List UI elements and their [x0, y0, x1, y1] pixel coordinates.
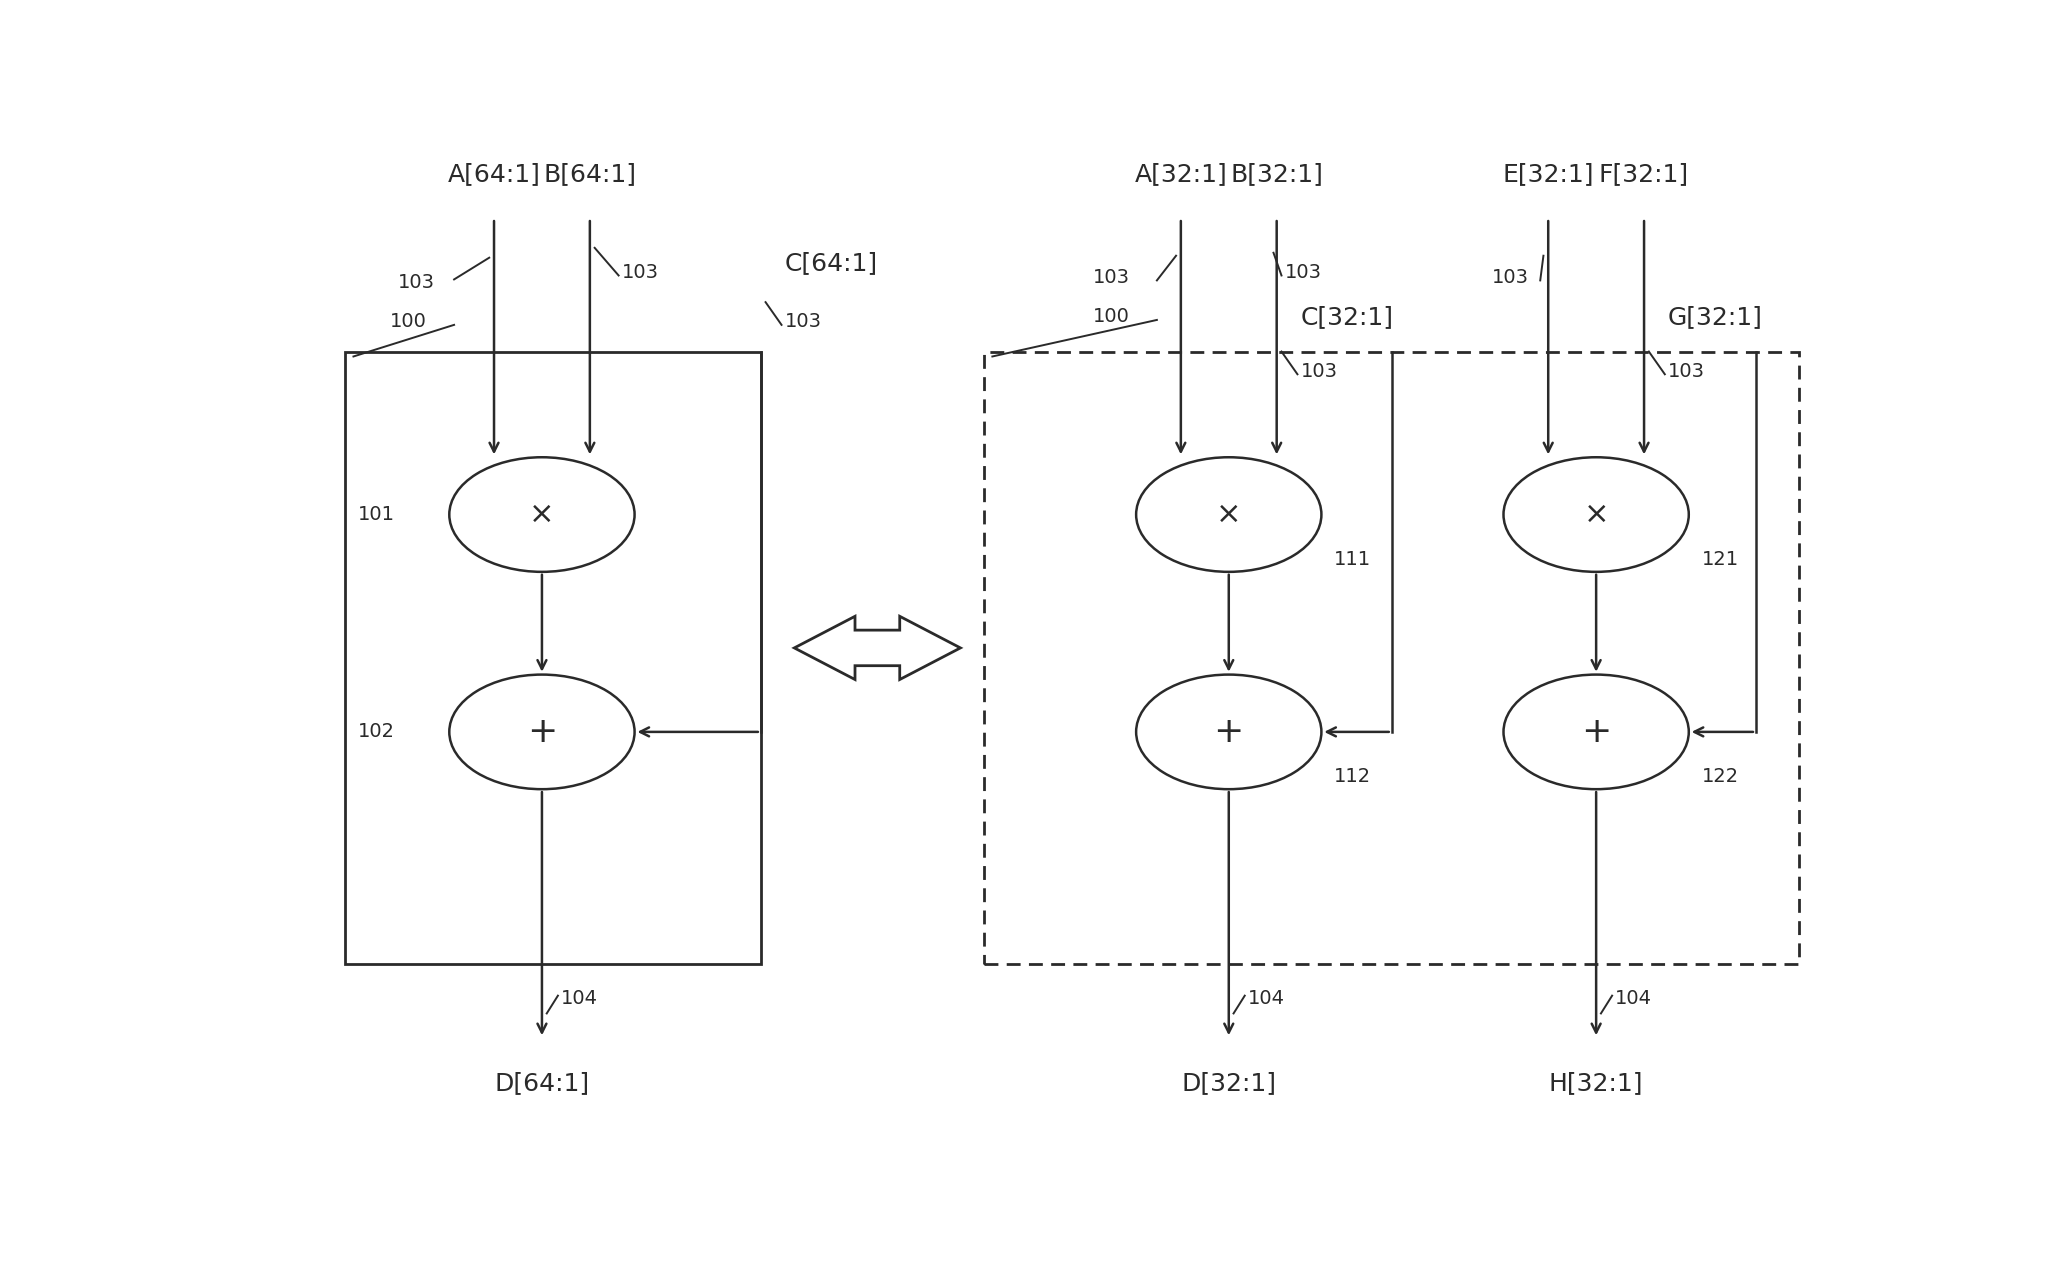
Text: 122: 122	[1702, 767, 1739, 786]
Text: 111: 111	[1333, 549, 1371, 568]
Text: E[32:1]: E[32:1]	[1502, 162, 1593, 186]
Text: 103: 103	[1300, 362, 1338, 381]
Text: 100: 100	[1092, 308, 1129, 326]
Text: +: +	[1581, 715, 1612, 749]
Text: 121: 121	[1702, 549, 1739, 568]
Polygon shape	[793, 616, 960, 680]
Text: +: +	[528, 715, 556, 749]
Text: C[32:1]: C[32:1]	[1300, 305, 1393, 328]
Circle shape	[1505, 457, 1688, 572]
Text: ×: ×	[530, 500, 554, 529]
Circle shape	[1136, 675, 1321, 789]
Text: D[32:1]: D[32:1]	[1181, 1070, 1276, 1094]
Text: +: +	[1214, 715, 1245, 749]
Text: H[32:1]: H[32:1]	[1550, 1070, 1643, 1094]
Text: F[32:1]: F[32:1]	[1599, 162, 1690, 186]
Text: A[64:1]: A[64:1]	[447, 162, 540, 186]
Text: G[32:1]: G[32:1]	[1667, 305, 1762, 328]
Text: A[32:1]: A[32:1]	[1134, 162, 1226, 186]
Text: 104: 104	[1249, 989, 1284, 1008]
Text: 103: 103	[1667, 362, 1704, 381]
Text: B[64:1]: B[64:1]	[544, 162, 637, 186]
Circle shape	[1505, 675, 1688, 789]
Text: ×: ×	[1583, 500, 1610, 529]
Circle shape	[449, 675, 635, 789]
Text: 103: 103	[622, 263, 660, 282]
Text: 103: 103	[1492, 268, 1529, 287]
Text: 112: 112	[1333, 767, 1371, 786]
Circle shape	[1136, 457, 1321, 572]
Text: C[64:1]: C[64:1]	[785, 250, 878, 275]
Bar	[346, 352, 761, 964]
Text: 103: 103	[398, 273, 435, 293]
Circle shape	[449, 457, 635, 572]
Text: 103: 103	[785, 312, 822, 331]
Text: 101: 101	[359, 506, 396, 523]
Text: 102: 102	[359, 722, 396, 742]
Text: ×: ×	[1216, 500, 1241, 529]
Text: 104: 104	[561, 989, 598, 1008]
Text: 103: 103	[1092, 268, 1129, 287]
Text: 100: 100	[390, 312, 427, 331]
Text: 103: 103	[1284, 263, 1321, 282]
Text: D[64:1]: D[64:1]	[495, 1070, 589, 1094]
Text: B[32:1]: B[32:1]	[1230, 162, 1323, 186]
Text: 104: 104	[1616, 989, 1653, 1008]
